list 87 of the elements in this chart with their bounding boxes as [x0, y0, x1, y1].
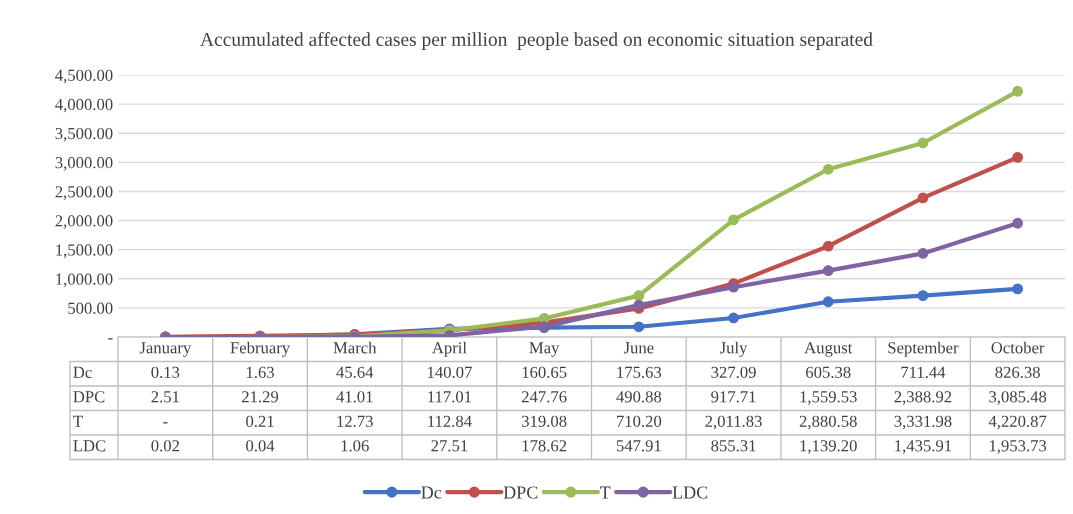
point: [917, 248, 929, 259]
point: [1012, 85, 1024, 97]
point: [822, 265, 834, 277]
data-label: 327.09: [711, 366, 756, 378]
data-label: 2.51: [151, 391, 179, 403]
data-label: 855.31: [711, 440, 756, 452]
point: [917, 137, 929, 149]
data-label: 605.38: [806, 366, 851, 378]
y-tick-label: 500.00: [68, 302, 113, 314]
point: [633, 290, 645, 302]
x-tick-label: April: [432, 341, 467, 357]
data-label: 2,388.92: [894, 391, 952, 405]
data-label: 917.71: [711, 391, 756, 403]
x-tick-label: October: [991, 341, 1045, 354]
data-label: 1,139.20: [800, 440, 857, 454]
point: [728, 312, 739, 324]
y-tick-label: 1,000.00: [56, 273, 113, 288]
data-label: 1.63: [246, 366, 274, 378]
data-label: 21.29: [242, 391, 279, 403]
data-label: 826.38: [995, 366, 1040, 378]
point: [728, 214, 739, 226]
data-label: 41.01: [336, 391, 373, 403]
y-tick-label: -: [108, 338, 113, 340]
data-label: 160.65: [522, 366, 567, 378]
legend-label: Dc: [421, 486, 442, 499]
point: [822, 163, 834, 175]
data-label: -: [163, 422, 168, 424]
data-label: 0.13: [151, 366, 180, 378]
data-label: 1,559.53: [800, 391, 857, 405]
chart-title: Accumulated affected cases per million people based on economic situation separated: [200, 32, 873, 50]
y-tick-label: 2,000.00: [55, 215, 113, 229]
x-tick-label: September: [888, 341, 959, 357]
data-label: 140.07: [428, 366, 472, 378]
x-tick-label: January: [139, 342, 192, 357]
data-label: 117.01: [428, 391, 472, 403]
y-tick-label: 4,500.00: [55, 69, 113, 84]
text: Dc: [73, 366, 92, 378]
point: [822, 240, 834, 252]
data-label: 3,085.48: [989, 391, 1047, 405]
data-label: 2,880.58: [799, 415, 857, 430]
data-label: 710.20: [617, 415, 662, 427]
data-label: 1,953.73: [989, 440, 1047, 454]
x-tick-label: February: [230, 341, 291, 357]
text: DPC: [73, 391, 105, 403]
x-tick-label: March: [333, 341, 377, 354]
x-tick-label: July: [720, 341, 748, 357]
point: [633, 321, 645, 333]
y-tick-label: 2,500.00: [55, 186, 113, 200]
data-label: 45.64: [336, 366, 374, 378]
y-tick-label: 1,500.00: [56, 244, 113, 259]
text: T: [73, 415, 83, 427]
data-label: 247.76: [521, 391, 567, 403]
data-label: 319.08: [522, 415, 567, 427]
data-label: 175.63: [617, 366, 662, 378]
point: [1012, 217, 1024, 229]
point: [822, 296, 834, 308]
data-label: 2,011.83: [705, 415, 762, 430]
x-tick-label: August: [804, 342, 853, 357]
data-label: 547.91: [616, 440, 661, 452]
data-label: 1.06: [341, 440, 369, 452]
data-label: 178.62: [522, 440, 567, 452]
y-tick-label: 4,000.00: [55, 98, 113, 113]
data-label: 12.73: [337, 415, 373, 427]
point: [1012, 283, 1024, 295]
legend-label: DPC: [503, 486, 538, 499]
point: [633, 299, 645, 311]
point: [917, 192, 929, 204]
data-label: 4,220.87: [988, 415, 1047, 430]
legend-label: T: [600, 486, 611, 499]
data-label: 490.88: [616, 391, 662, 403]
point: [917, 290, 929, 301]
data-label: 1,435.91: [895, 440, 952, 454]
data-label: 27.51: [431, 440, 468, 452]
text: LDC: [73, 440, 106, 452]
data-label: 711.44: [901, 366, 946, 378]
point: [728, 281, 739, 293]
data-label: 0.02: [151, 440, 180, 452]
legend-label: LDC: [672, 486, 708, 499]
point: [1012, 151, 1024, 163]
data-label: 0.21: [246, 415, 274, 427]
x-tick-label: May: [529, 342, 560, 357]
data-label: 3,331.98: [894, 415, 952, 430]
data-label: 0.04: [246, 440, 275, 452]
y-tick-label: 3,500.00: [55, 127, 113, 142]
data-label: 112.84: [428, 415, 472, 427]
x-tick-label: June: [623, 342, 654, 354]
y-tick-label: 3,000.00: [55, 157, 113, 171]
